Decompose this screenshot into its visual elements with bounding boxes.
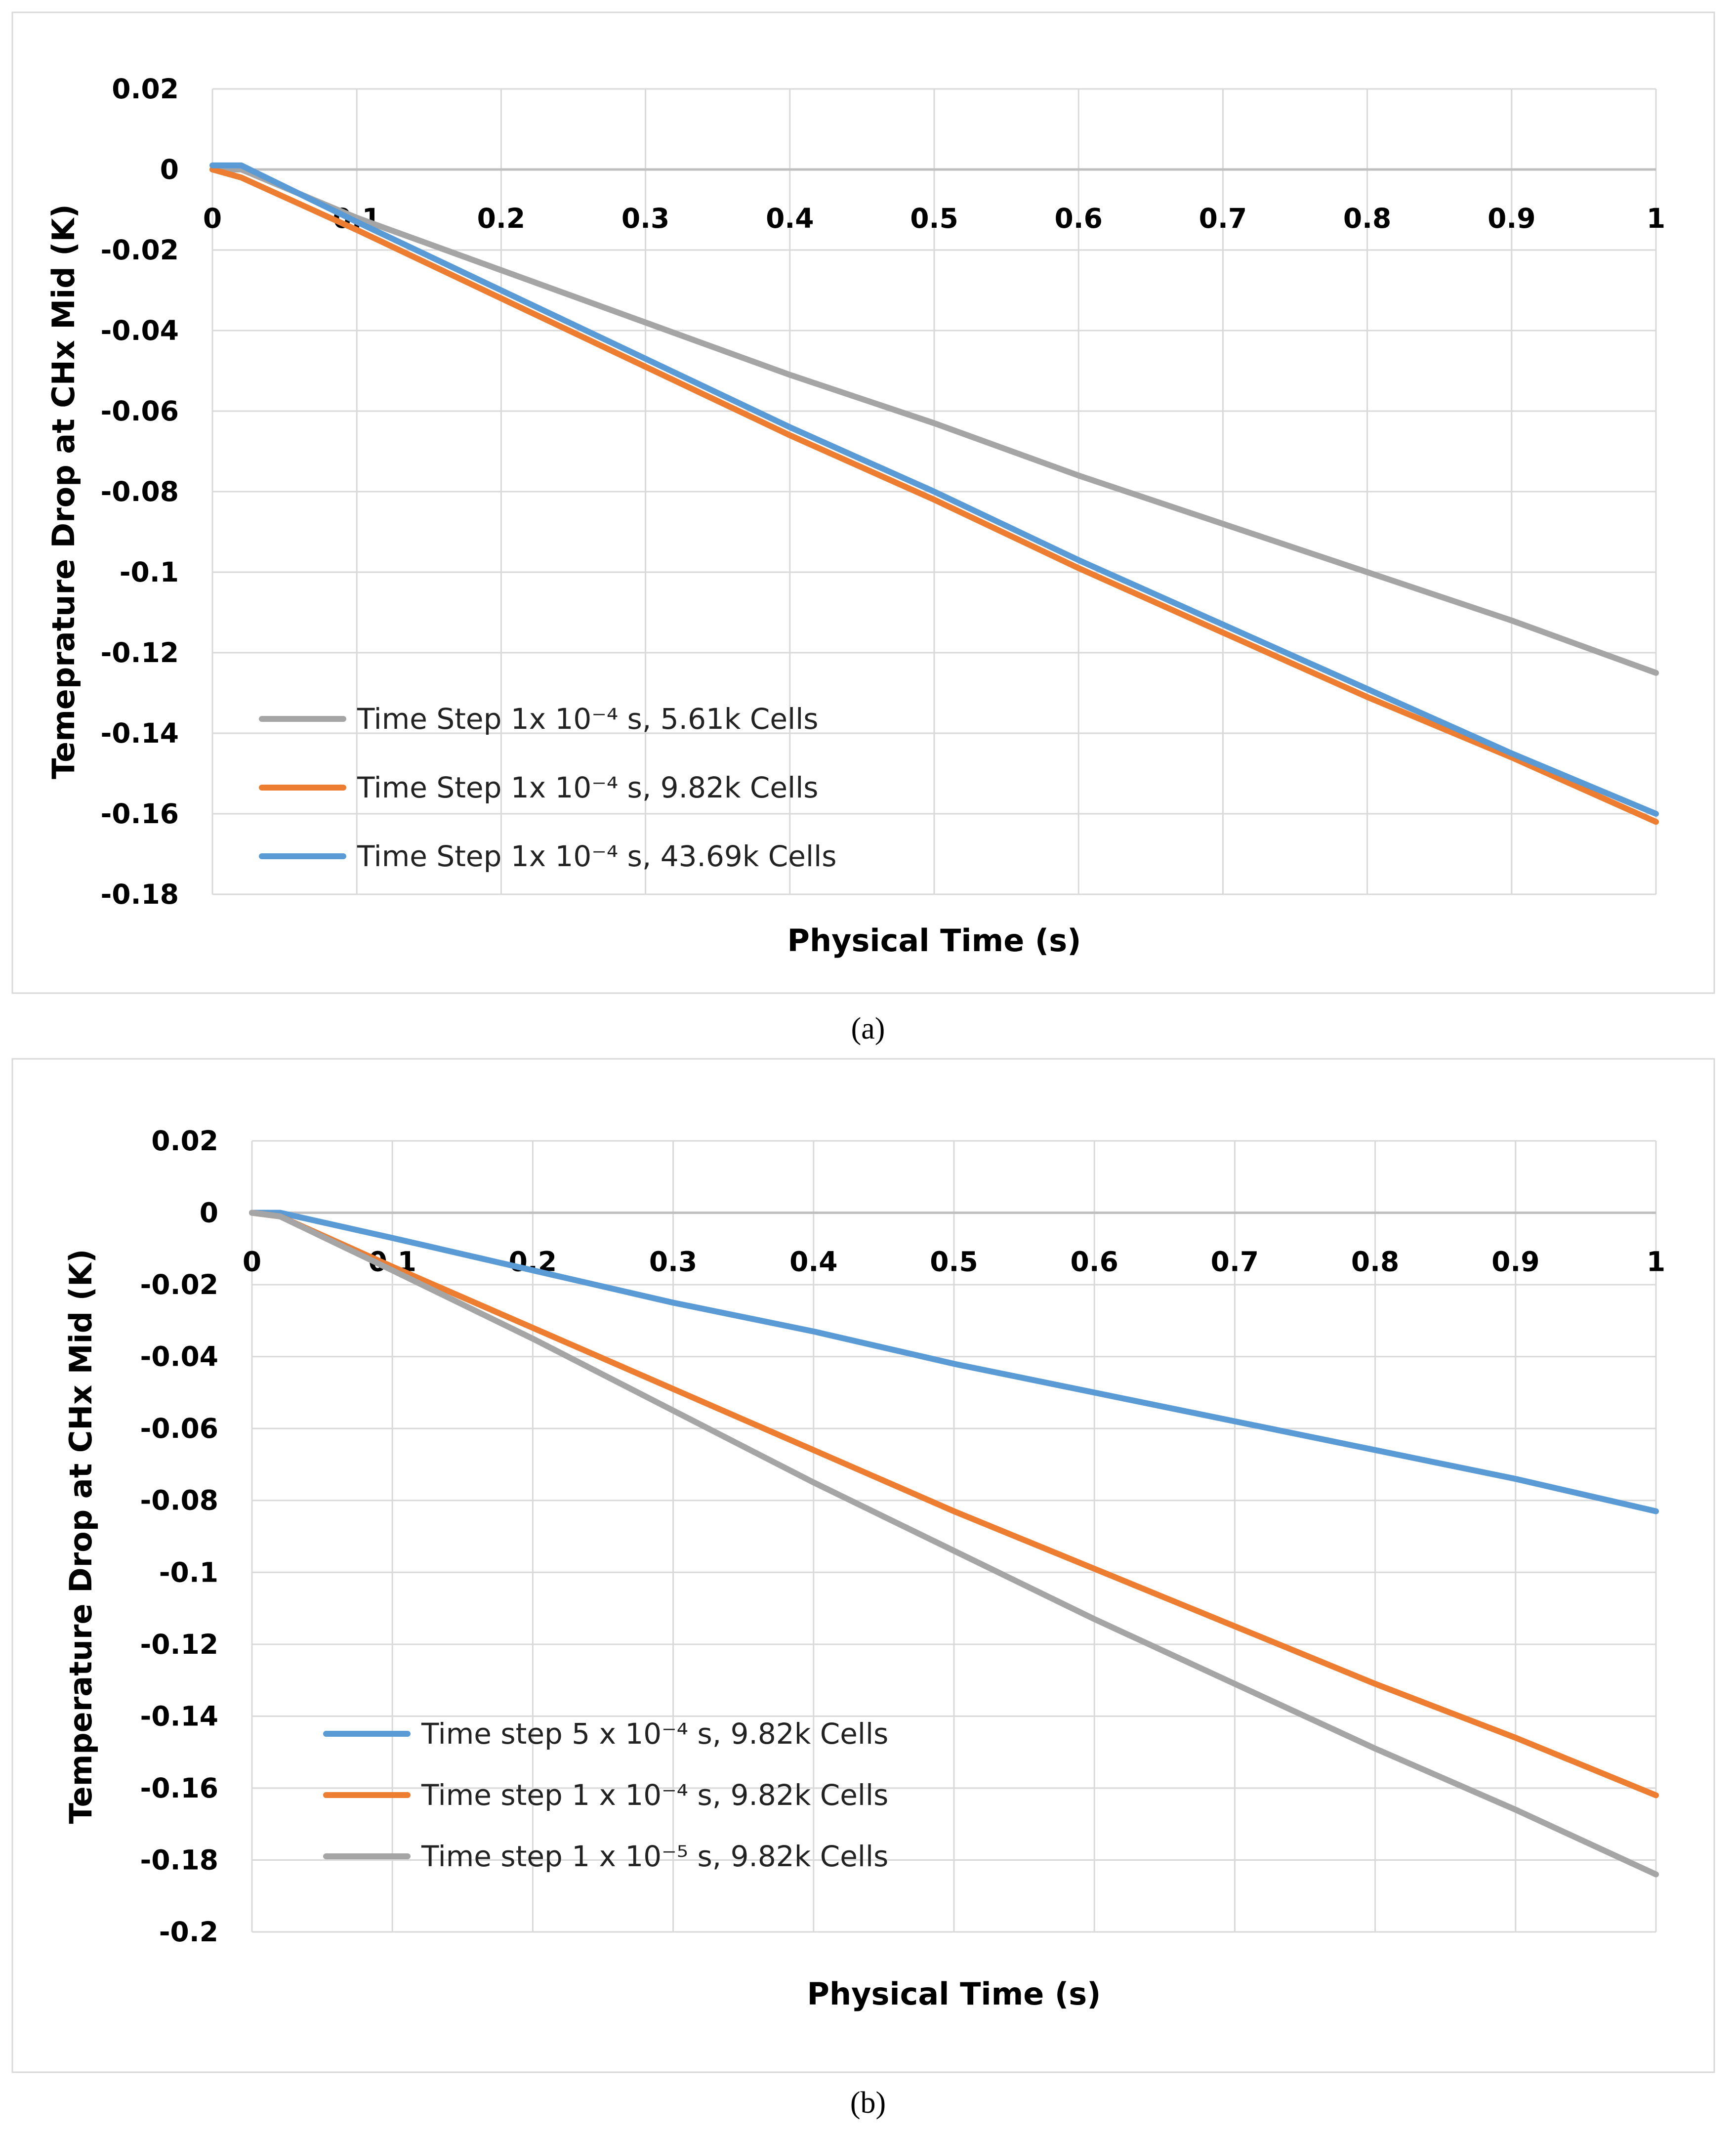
legend-label: Time step 5 x 10⁻⁴ s, 9.82k Cells xyxy=(421,1717,888,1751)
y-tick-label: -0.14 xyxy=(100,717,179,749)
y-tick-label: 0.02 xyxy=(112,73,179,105)
y-tick-label: -0.06 xyxy=(140,1413,218,1444)
series-line-3 xyxy=(249,1210,1659,1878)
y-tick-label: 0 xyxy=(200,1197,218,1229)
legend-label: Time step 1 x 10⁻⁴ s, 9.82k Cells xyxy=(421,1778,888,1812)
x-tick-label: 1 xyxy=(1647,203,1665,234)
y-tick-label: -0.08 xyxy=(140,1485,218,1516)
y-tick-label: -0.14 xyxy=(140,1700,218,1732)
figure-caption: (b) xyxy=(850,2086,886,2120)
y-tick-label: -0.04 xyxy=(100,315,179,346)
x-tick-label: 0.9 xyxy=(1488,203,1535,234)
legend: Time Step 1x 10⁻⁴ s, 5.61k Cells Time Ste… xyxy=(259,702,836,873)
y-tick-label: -0.18 xyxy=(100,879,179,910)
x-tick-label: 0.3 xyxy=(621,203,669,234)
x-tick-label: 1 xyxy=(1647,1246,1665,1278)
x-axis-title: Physical Time (s) xyxy=(787,922,1081,959)
y-tick-label: -0.16 xyxy=(140,1772,218,1804)
legend-label: Time Step 1x 10⁻⁴ s, 5.61k Cells xyxy=(357,702,819,736)
y-tick-label: -0.18 xyxy=(140,1844,218,1876)
y-tick-label: -0.06 xyxy=(100,395,179,427)
x-tick-label: 0.6 xyxy=(1070,1246,1118,1278)
x-tick-label: 0.4 xyxy=(766,203,814,234)
y-axis-title: Temperature Drop at CHx Mid (K) xyxy=(63,1249,99,1824)
legend: Time step 5 x 10⁻⁴ s, 9.82k Cells Time st… xyxy=(323,1717,888,1873)
x-axis-title: Physical Time (s) xyxy=(807,1976,1101,2012)
x-tick-label: 0.8 xyxy=(1351,1246,1399,1278)
series-line-3 xyxy=(209,162,1659,817)
y-tick-label: -0.02 xyxy=(100,234,179,266)
y-tick-label: -0.08 xyxy=(100,476,179,507)
x-tick-label: 0.8 xyxy=(1343,203,1391,234)
x-tick-label: 0.7 xyxy=(1211,1246,1259,1278)
y-tick-label: -0.12 xyxy=(140,1629,218,1660)
y-tick-label: -0.2 xyxy=(159,1916,218,1948)
y-tick-label: 0.02 xyxy=(151,1125,218,1157)
y-tick-label: -0.1 xyxy=(159,1556,218,1588)
y-tick-label: -0.04 xyxy=(140,1341,218,1373)
y-tick-label: -0.12 xyxy=(100,637,179,669)
y-tick-label: -0.1 xyxy=(120,556,179,588)
x-tick-label: 0.9 xyxy=(1491,1246,1539,1278)
figure-caption: (a) xyxy=(851,1012,885,1046)
legend-label: Time step 1 x 10⁻⁵ s, 9.82k Cells xyxy=(421,1840,888,1873)
legend-label: Time Step 1x 10⁻⁴ s, 9.82k Cells xyxy=(357,771,819,804)
series-line-2 xyxy=(209,167,1659,825)
x-tick-label: 0 xyxy=(203,203,222,234)
chart-frame xyxy=(11,11,1715,994)
chart-b: 0.02 0 -0.02 -0.04 -0.06 -0.08 -0.1 -0.12 -0.14 -… xyxy=(11,1058,1715,2073)
y-tick-label: -0.02 xyxy=(140,1269,218,1300)
chart-a: 0.02 0 -0.02 -0.04 -0.06 -0.08 -0.1 -0.12 -0.14 -… xyxy=(11,11,1715,994)
chart-frame xyxy=(11,1058,1715,2073)
x-tick-label: 0.3 xyxy=(649,1246,697,1278)
legend-label: Time Step 1x 10⁻⁴ s, 43.69k Cells xyxy=(357,839,836,873)
x-tick-label: 0.7 xyxy=(1199,203,1247,234)
grid xyxy=(251,1140,1657,1933)
x-tick-label: 0.5 xyxy=(930,1246,978,1278)
x-tick-label: 0 xyxy=(243,1246,261,1278)
y-tick-label: -0.16 xyxy=(100,798,179,830)
x-tick-label: 0.4 xyxy=(789,1246,837,1278)
y-tick-label: 0 xyxy=(160,154,179,185)
series-line-1 xyxy=(249,1210,1659,1514)
y-axis-title: Temeprature Drop at CHx Mid (K) xyxy=(45,204,82,779)
x-tick-label: 0.6 xyxy=(1054,203,1102,234)
x-tick-label: 0.5 xyxy=(910,203,958,234)
x-tick-label: 0.2 xyxy=(477,203,525,234)
